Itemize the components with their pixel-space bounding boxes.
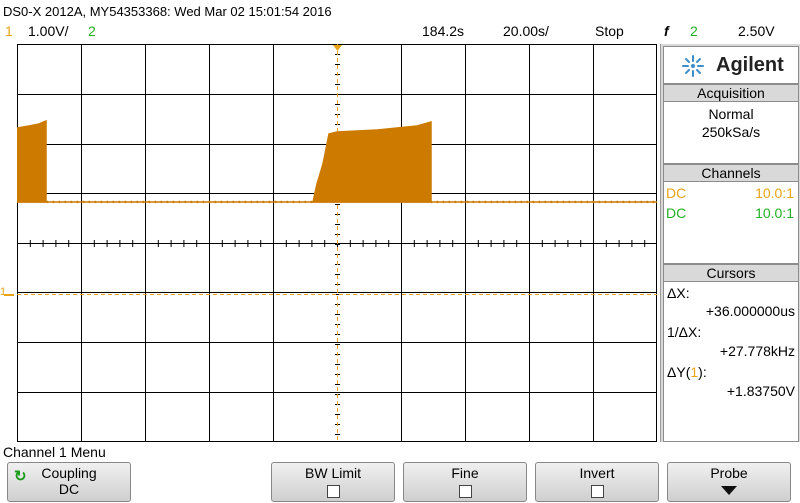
agilent-spark-icon bbox=[682, 55, 704, 77]
probe-label: Probe bbox=[710, 465, 748, 481]
probe-softkey[interactable]: Probe bbox=[667, 462, 791, 502]
fine-softkey[interactable]: Fine bbox=[403, 462, 527, 502]
cursor-dy-value: +1.83750V bbox=[726, 383, 795, 399]
coupling-value: DC bbox=[58, 481, 80, 497]
cursor-dy-channel: 1 bbox=[690, 364, 699, 380]
trigger-position-marker-icon bbox=[333, 45, 342, 51]
cursor-inv-dx-label: 1/ΔX: bbox=[667, 324, 702, 340]
invert-softkey[interactable]: Invert bbox=[535, 462, 659, 502]
cursors-box[interactable]: Cursors ΔX: +36.000000us 1/ΔX: +27.778kH… bbox=[663, 264, 799, 442]
status-bar: DS0-X 2012A, MY54353368: Wed Mar 02 15:0… bbox=[0, 0, 800, 40]
ground-icon bbox=[4, 294, 14, 296]
cursors-title: Cursors bbox=[664, 265, 798, 282]
cursor-dx-label: ΔX: bbox=[667, 285, 690, 301]
channels-title: Channels bbox=[664, 165, 798, 182]
softkey-menu: Channel 1 Menu ↻ Coupling DC BW Limit Fi… bbox=[0, 442, 800, 503]
menu-title: Channel 1 Menu bbox=[3, 444, 106, 460]
ch1-probe: 10.0:1 bbox=[755, 185, 794, 201]
coupling-label: Coupling bbox=[41, 465, 97, 481]
instrument-info: DS0-X 2012A, MY54353368: Wed Mar 02 15:0… bbox=[3, 4, 332, 19]
ch2-probe: 10.0:1 bbox=[755, 205, 794, 221]
side-panel: Agilent Acquisition Normal 250kSa/s Chan… bbox=[660, 44, 800, 442]
acquisition-title: Acquisition bbox=[664, 85, 798, 102]
invert-checkbox[interactable] bbox=[590, 485, 604, 498]
coupling-softkey[interactable]: ↻ Coupling DC bbox=[7, 462, 131, 502]
fine-checkbox[interactable] bbox=[458, 485, 472, 498]
brand-box: Agilent bbox=[663, 46, 799, 84]
acquisition-box[interactable]: Acquisition Normal 250kSa/s bbox=[663, 84, 799, 164]
acquisition-rate: 250kSa/s bbox=[701, 124, 761, 140]
acquisition-mode: Normal bbox=[708, 106, 754, 122]
brand-name: Agilent bbox=[716, 54, 784, 76]
ch2-coupling: DC bbox=[666, 205, 687, 221]
waveform-display[interactable] bbox=[17, 44, 657, 442]
ch2-index[interactable]: 2 bbox=[88, 23, 96, 39]
cursor-dx-value: +36.000000us bbox=[705, 303, 795, 319]
horizontal-delay[interactable]: 184.2s bbox=[422, 23, 465, 39]
ch1-ground-marker[interactable]: 1 bbox=[0, 286, 7, 298]
trigger-edge-icon: f bbox=[664, 23, 669, 39]
cursor-dy-label: ΔY(1): bbox=[667, 364, 707, 380]
ch1-coupling: DC bbox=[666, 185, 687, 201]
fine-label: Fine bbox=[451, 465, 479, 481]
trigger-source[interactable]: 2 bbox=[690, 23, 698, 39]
channels-box[interactable]: Channels DC 10.0:1 DC 10.0:1 bbox=[663, 164, 799, 264]
run-state[interactable]: Stop bbox=[595, 23, 624, 39]
cursor-inv-dx-value: +27.778kHz bbox=[719, 343, 795, 359]
bw-limit-label: BW Limit bbox=[305, 465, 361, 481]
time-per-div[interactable]: 20.00s/ bbox=[503, 23, 549, 39]
trigger-level[interactable]: 2.50V bbox=[738, 23, 775, 39]
invert-label: Invert bbox=[579, 465, 615, 481]
rotate-knob-icon: ↻ bbox=[14, 468, 27, 485]
ch1-index[interactable]: 1 bbox=[5, 23, 13, 39]
bw-limit-softkey[interactable]: BW Limit bbox=[271, 462, 395, 502]
waveform-graticule bbox=[17, 44, 657, 442]
submenu-arrow-icon bbox=[721, 486, 737, 495]
ch1-scale[interactable]: 1.00V/ bbox=[28, 23, 69, 39]
ch1-trace bbox=[17, 119, 657, 204]
bw-limit-checkbox[interactable] bbox=[326, 485, 340, 498]
